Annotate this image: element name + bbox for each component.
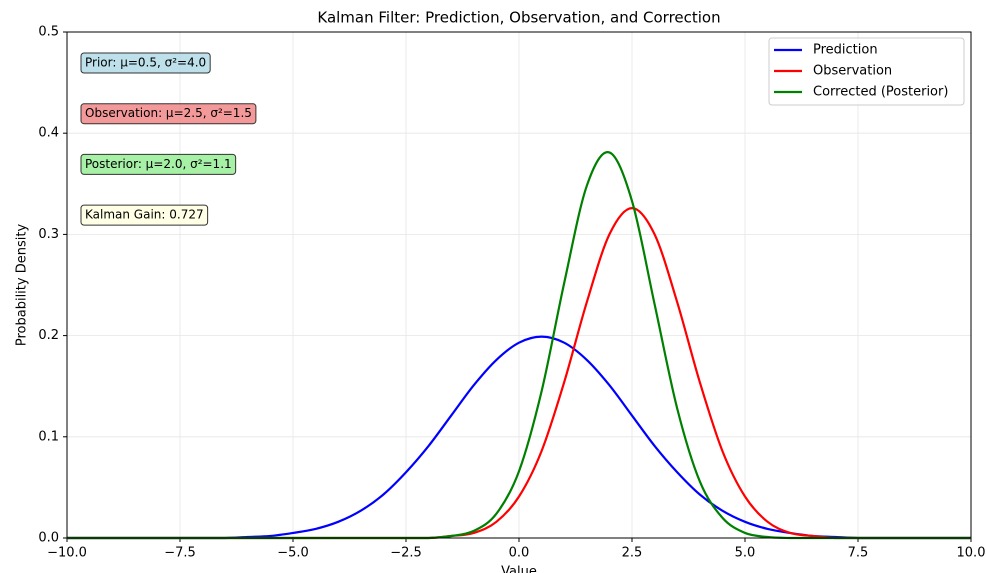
x-tick-label: 2.5 bbox=[622, 546, 643, 561]
y-tick-label: 0.1 bbox=[38, 429, 59, 444]
y-tick-label: 0.2 bbox=[38, 328, 59, 343]
y-tick-label: 0.5 bbox=[38, 25, 59, 40]
legend-label: Prediction bbox=[813, 43, 878, 58]
y-tick-label: 0.3 bbox=[38, 227, 59, 242]
annotation-box bbox=[80, 204, 209, 226]
annotation: Posterior: μ=2.0, σ²=1.1 bbox=[85, 157, 232, 171]
annotation-box bbox=[80, 153, 237, 175]
legend-box bbox=[768, 37, 965, 106]
annotation-box bbox=[80, 52, 211, 74]
y-tick-label: 0.4 bbox=[38, 126, 59, 141]
legend-label: Observation bbox=[813, 64, 892, 79]
annotation-box bbox=[80, 103, 257, 125]
chart-title: Kalman Filter: Prediction, Observation, … bbox=[317, 9, 720, 27]
x-axis-label: Value bbox=[501, 565, 537, 573]
x-tick-label: −7.5 bbox=[164, 546, 196, 561]
x-tick-label: 5.0 bbox=[735, 546, 756, 561]
y-tick-label: 0.0 bbox=[38, 531, 59, 546]
y-axis-label: Probability Density bbox=[15, 224, 30, 347]
x-tick-label: −2.5 bbox=[390, 546, 422, 561]
x-tick-label: −5.0 bbox=[277, 546, 309, 561]
annotation: Prior: μ=0.5, σ²=4.0 bbox=[85, 56, 206, 70]
annotation: Observation: μ=2.5, σ²=1.5 bbox=[85, 106, 252, 120]
x-tick-label: 10.0 bbox=[957, 546, 986, 561]
legend-label: Corrected (Posterior) bbox=[813, 85, 948, 100]
x-tick-label: 0.0 bbox=[509, 546, 530, 561]
annotation: Kalman Gain: 0.727 bbox=[85, 208, 204, 222]
plot-frame bbox=[66, 31, 972, 539]
x-tick-label: 7.5 bbox=[848, 546, 869, 561]
x-tick-label: −10.0 bbox=[47, 546, 87, 561]
